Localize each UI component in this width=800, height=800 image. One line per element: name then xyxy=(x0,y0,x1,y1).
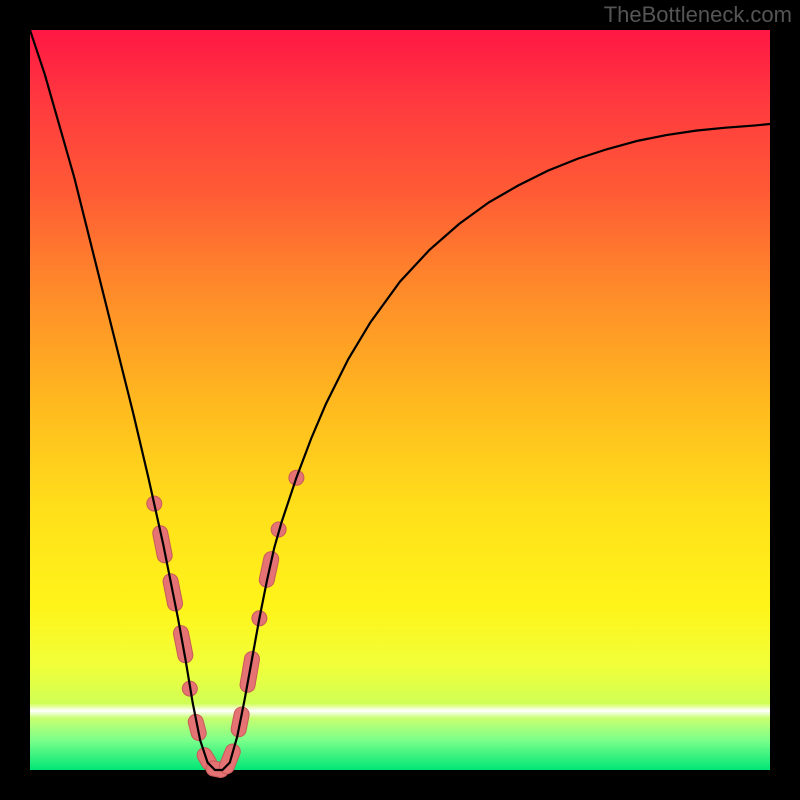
frame-border-right xyxy=(770,0,800,800)
bottleneck-chart: TheBottleneck.com xyxy=(0,0,800,800)
frame-border-left xyxy=(0,0,30,800)
watermark-text: TheBottleneck.com xyxy=(604,2,792,28)
gradient-background xyxy=(30,30,770,770)
frame-border-bottom xyxy=(0,770,800,800)
